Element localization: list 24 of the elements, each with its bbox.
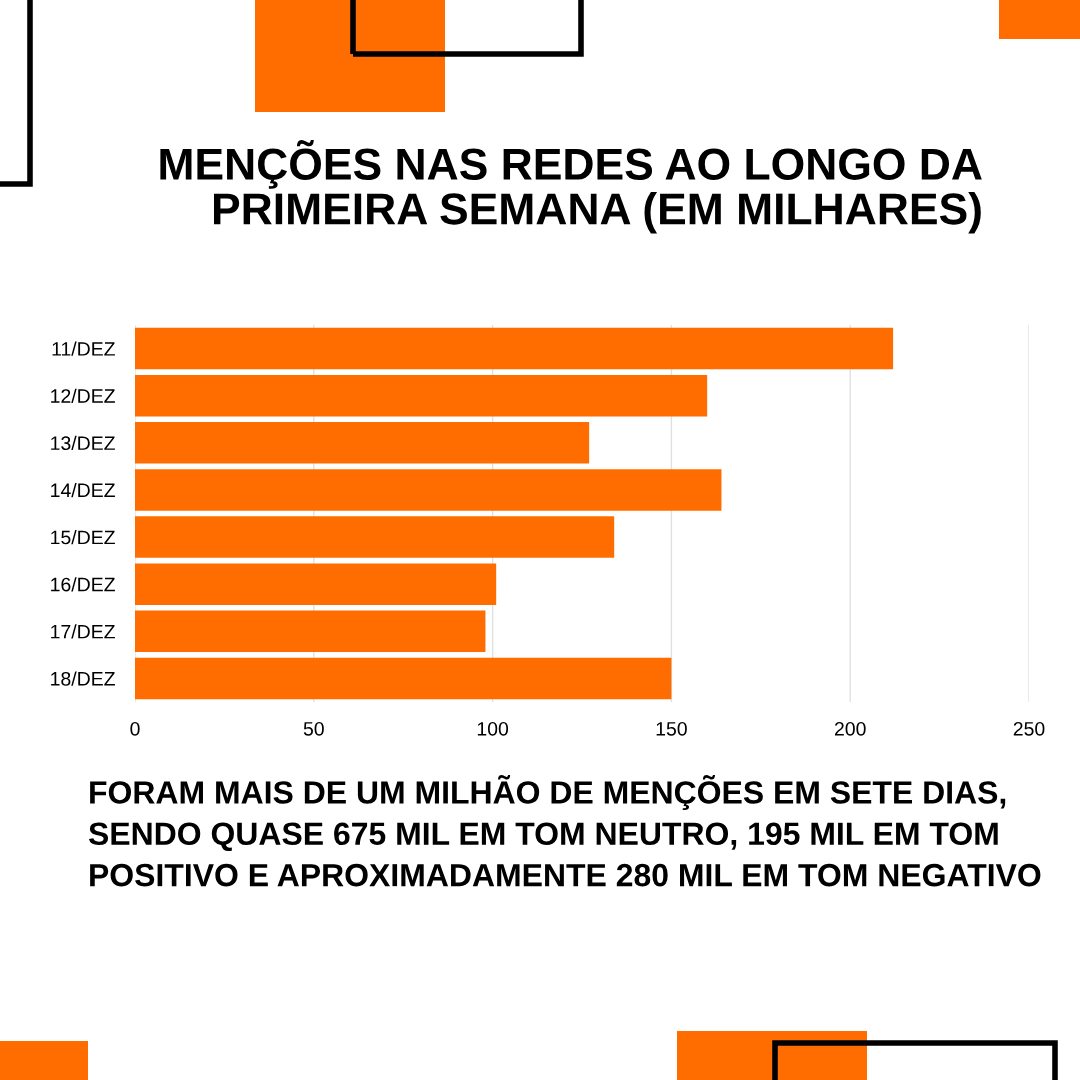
y-tick-label: 11/DEZ bbox=[52, 341, 115, 356]
y-tick-label: 14/DEZ bbox=[51, 482, 115, 498]
bar bbox=[135, 327, 894, 370]
x-tick-label: 250 bbox=[1013, 721, 1045, 736]
y-tick-label: 16/DEZ bbox=[51, 577, 115, 592]
bar bbox=[135, 469, 722, 511]
bar bbox=[135, 374, 708, 417]
y-tick-label: 15/DEZ bbox=[51, 530, 115, 545]
x-tick-label: 0 bbox=[130, 721, 140, 736]
y-tick-label: 13/DEZ bbox=[51, 435, 115, 451]
chart-title: MENÇÕES NAS REDES AO LONGO DA PRIMEIRA SEMANA (EM MILHARES) bbox=[160, 140, 982, 234]
bar bbox=[135, 516, 615, 558]
x-tick-label: 100 bbox=[477, 721, 509, 736]
y-tick-label: 17/DEZ bbox=[51, 624, 115, 639]
bar bbox=[135, 610, 486, 653]
x-tick-label: 150 bbox=[656, 721, 687, 736]
bar bbox=[135, 422, 590, 464]
y-tick-label: 18/DEZ bbox=[51, 671, 115, 686]
bar bbox=[135, 563, 497, 605]
x-tick-label: 50 bbox=[303, 721, 324, 736]
bar bbox=[135, 657, 672, 700]
x-tick-label: 200 bbox=[834, 721, 866, 736]
text: FORAM MAIS DE UM MILHÃO DE MENÇÕES EM SETE DIAS, SENDO QUASE 675 MIL EM TOM NEUTRO, 195 MIL EM TOM POSITIVO E APROXIMADAMENTE 280 MIL EM TOM NEGATIVO bbox=[88, 775, 1041, 887]
y-tick-label: 12/DEZ bbox=[51, 388, 115, 403]
